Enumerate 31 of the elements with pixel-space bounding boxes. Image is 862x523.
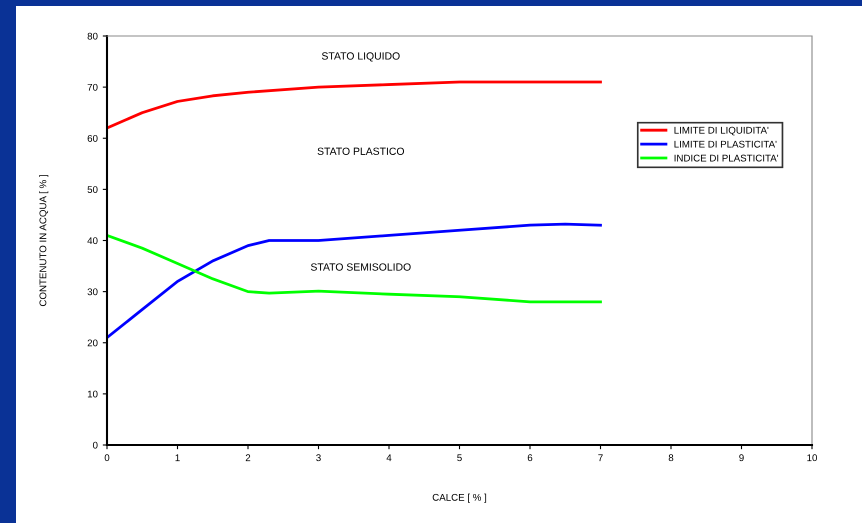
x-tick-label: 0: [104, 454, 110, 462]
x-tick-label: 9: [739, 454, 744, 462]
x-tick-label: 2: [246, 454, 250, 462]
y-tick-label: 60: [88, 134, 98, 142]
line-series: [107, 234, 602, 304]
line-series: [107, 222, 602, 340]
y-axis-title: CONTENUTO IN ACQUA [ % ]: [39, 175, 48, 306]
y-tick-label: 30: [88, 288, 98, 296]
x-tick-label: 6: [528, 454, 532, 462]
annotation: STATO PLASTICO: [318, 148, 404, 155]
annotation: STATO SEMISOLIDO: [310, 263, 411, 271]
x-tick-label: 8: [668, 454, 674, 462]
x-tick-label: 4: [386, 454, 392, 462]
y-tick-label: 40: [87, 237, 98, 244]
x-tick-label: 1: [176, 454, 180, 462]
legend-label: INDICE DI PLASTICITA': [674, 154, 778, 162]
annotation: STATO LIQUIDO: [322, 52, 400, 62]
y-tick-label: 50: [88, 186, 98, 193]
legend-label: LIMITE DI PLASTICITA': [674, 140, 776, 148]
y-tick-label: 80: [88, 32, 98, 40]
x-axis-title: CALCE [ % ]: [432, 494, 486, 503]
y-tick-label: 0: [92, 442, 98, 449]
x-tick-label: 7: [598, 454, 603, 462]
y-tick-label: 10: [88, 390, 98, 398]
line-series: [107, 80, 602, 130]
y-tick-label: 70: [88, 84, 98, 91]
y-tick-label: 20: [88, 339, 98, 346]
x-tick-label: 3: [316, 454, 321, 462]
x-tick-label: 5: [457, 454, 462, 462]
x-tick-label: 10: [807, 454, 818, 462]
legend-label: LIMITE DI LIQUIDITA': [674, 126, 768, 136]
